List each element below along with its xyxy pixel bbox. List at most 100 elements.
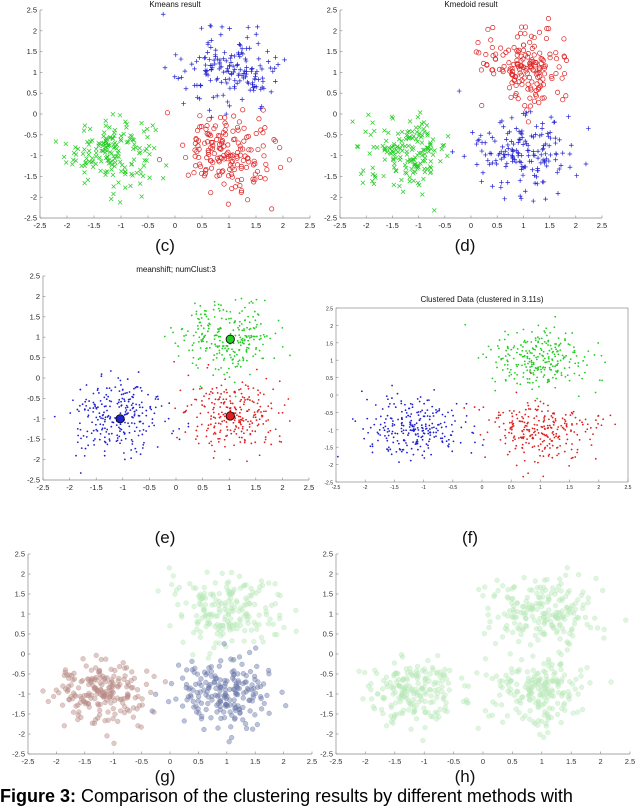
scatter-point (264, 436, 267, 438)
scatter-point (243, 58, 249, 64)
scatter-point (540, 121, 545, 126)
scatter-point (145, 134, 150, 140)
scatter-point (604, 361, 607, 364)
scatter-point (104, 418, 106, 421)
scatter-point (573, 372, 576, 375)
scatter-point (243, 441, 246, 444)
scatter-point (400, 142, 405, 148)
scatter-point (567, 343, 570, 345)
scatter-point (228, 656, 234, 662)
y-tick-label: 0 (36, 374, 40, 383)
scatter-point (204, 139, 211, 145)
scatter-point (222, 600, 228, 606)
scatter-point (530, 372, 532, 375)
scatter-point (382, 426, 385, 429)
scatter-point (205, 310, 207, 312)
scatter-point (463, 407, 466, 409)
scatter-point (89, 160, 94, 165)
subfigure-label-f: (f) (461, 528, 479, 547)
y-tick-label: -1 (326, 690, 333, 699)
scatter-point (223, 438, 226, 441)
scatter-point (225, 201, 231, 207)
scatter-point (170, 573, 176, 579)
scatter-point (494, 389, 497, 392)
scatter-point (391, 165, 397, 170)
scatter-point (508, 450, 511, 453)
scatter-point (237, 67, 243, 73)
scatter-point (96, 143, 101, 148)
scatter-point (506, 345, 509, 348)
scatter-point (124, 421, 126, 424)
scatter-point (135, 409, 138, 412)
scatter-point (420, 424, 423, 427)
scatter-point (228, 55, 233, 61)
scatter-point (568, 464, 571, 467)
scatter-point (550, 624, 557, 630)
scatter-point (220, 317, 223, 320)
scatter-point (205, 42, 211, 47)
scatter-point (133, 145, 139, 150)
scatter-point (201, 687, 207, 693)
scatter-point (110, 681, 117, 687)
scatter-point (139, 120, 144, 126)
scatter-point (245, 335, 248, 338)
scatter-point (493, 56, 499, 62)
scatter-point (465, 700, 471, 706)
scatter-point (151, 673, 157, 680)
scatter-point (246, 697, 252, 704)
scatter-point (580, 589, 586, 595)
scatter-point (511, 415, 514, 418)
x-tick-label: 1 (227, 221, 231, 230)
scatter-point (195, 429, 198, 432)
scatter-point (392, 161, 397, 166)
scatter-point (245, 351, 248, 353)
scatter-point (221, 181, 227, 187)
scatter-point (519, 383, 522, 386)
scatter-point (199, 347, 202, 349)
scatter-point (442, 692, 448, 698)
scatter-point (559, 676, 565, 682)
scatter-point (256, 116, 262, 122)
scatter-point (546, 705, 552, 711)
scatter-point (541, 95, 547, 101)
scatter-point (529, 605, 535, 611)
scatter-point (478, 133, 484, 139)
scatter-point (543, 196, 548, 202)
scatter-point (79, 388, 82, 391)
scatter-point (363, 437, 366, 440)
scatter-point (403, 165, 409, 171)
scatter-point (539, 718, 545, 725)
scatter-point (253, 645, 259, 651)
scatter-point (256, 77, 261, 82)
scatter-point (386, 414, 389, 417)
scatter-point (266, 580, 272, 586)
scatter-point (218, 32, 224, 38)
scatter-point (253, 31, 259, 37)
scatter-point (405, 158, 410, 164)
scatter-point (502, 357, 504, 360)
scatter-point (228, 407, 231, 410)
scatter-point (391, 424, 394, 427)
scatter-point (84, 400, 87, 403)
scatter-point (541, 433, 544, 435)
scatter-point (567, 151, 573, 157)
scatter-point (263, 609, 269, 615)
scatter-point (121, 388, 124, 391)
scatter-point (561, 672, 568, 678)
scatter-point (587, 350, 590, 353)
scatter-point (565, 640, 571, 646)
scatter-point (365, 683, 372, 689)
scatter-point (261, 415, 263, 418)
scatter-point (213, 54, 218, 59)
scatter-point (544, 163, 550, 169)
y-tick-label: -0.5 (12, 670, 25, 679)
scatter-point (509, 670, 515, 676)
scatter-point (400, 400, 403, 402)
scatter-point (244, 685, 251, 691)
scatter-point (231, 697, 237, 703)
scatter-point (129, 161, 134, 167)
scatter-point (272, 581, 278, 587)
scatter-point (247, 668, 254, 675)
scatter-point (114, 386, 117, 389)
scatter-point (75, 685, 82, 691)
